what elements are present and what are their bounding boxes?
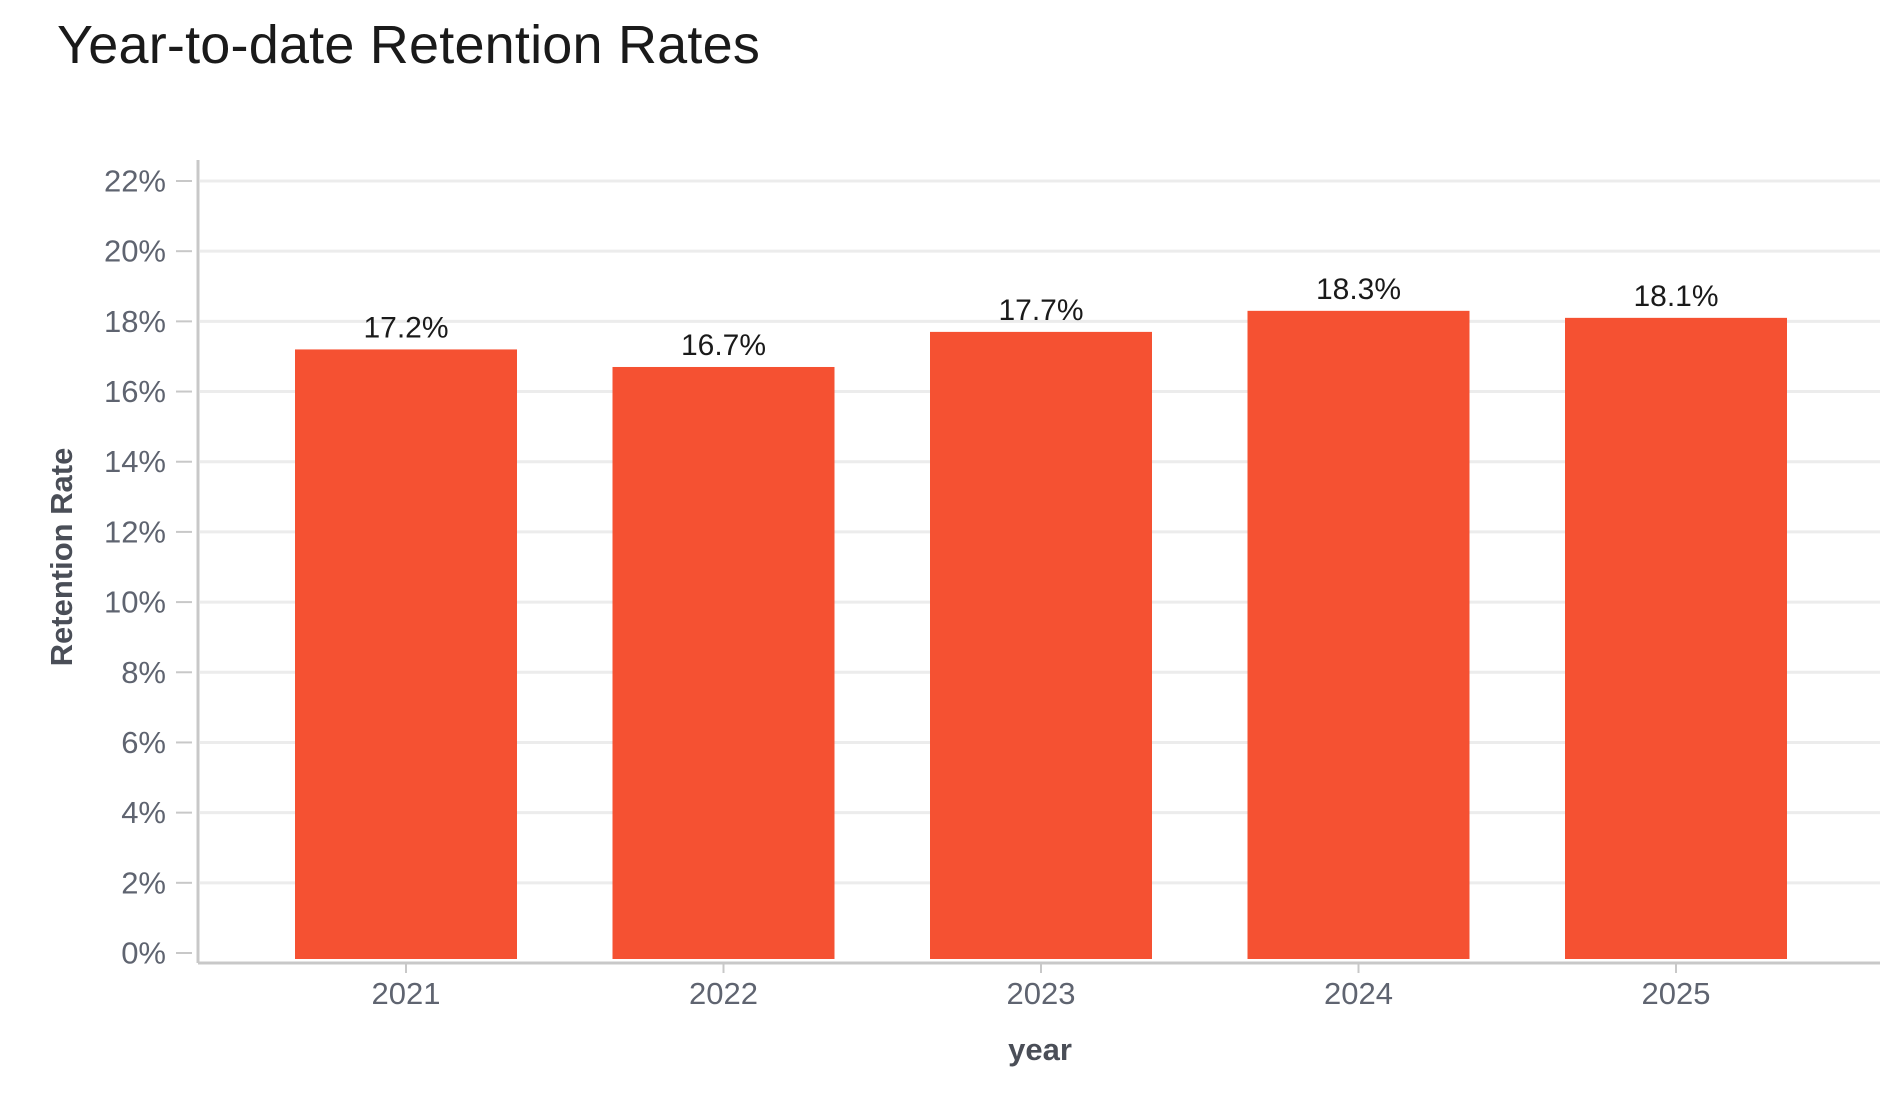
y-tick-label: 12% [104, 514, 166, 549]
bar-2021 [295, 349, 517, 959]
x-tick-label: 2021 [372, 976, 441, 1011]
y-axis-title: Retention Rate [44, 448, 79, 667]
bar-2023 [930, 331, 1152, 960]
bar-2024 [1247, 310, 1470, 959]
y-tick-label: 20% [104, 234, 166, 269]
bar-value-label: 18.1% [1633, 280, 1718, 313]
y-tick-label: 0% [121, 936, 166, 971]
y-tick-label: 6% [121, 725, 166, 760]
chart-title: Year-to-date Retention Rates [57, 15, 761, 75]
x-axis-title: year [1008, 1032, 1072, 1067]
x-axis-ticks: 2021 2022 2023 2024 2025 [372, 963, 1711, 1011]
x-tick-label: 2022 [689, 976, 758, 1011]
x-tick-label: 2024 [1324, 976, 1393, 1011]
bar-value-label: 16.7% [681, 329, 766, 362]
y-tick-label: 10% [104, 585, 166, 620]
y-axis-ticks: 0% 2% 4% 6% 8% 10% 12% 14% 16% 18% 20% 22% [104, 164, 192, 971]
y-tick-label: 2% [121, 865, 166, 900]
bar-value-label: 17.2% [363, 311, 448, 344]
y-tick-label: 18% [104, 304, 166, 339]
y-tick-label: 16% [104, 374, 166, 409]
bar-value-label: 17.7% [998, 294, 1083, 327]
x-tick-label: 2025 [1642, 976, 1711, 1011]
x-tick-label: 2023 [1007, 976, 1076, 1011]
y-tick-label: 22% [104, 164, 166, 199]
bar-value-labels: 17.2% 16.7% 17.7% 18.3% 18.1% [363, 273, 1718, 362]
bar-2022 [612, 366, 835, 959]
bars [295, 310, 1787, 960]
y-tick-label: 8% [121, 655, 166, 690]
bar-2025 [1565, 317, 1787, 959]
y-tick-label: 14% [104, 444, 166, 479]
bar-value-label: 18.3% [1316, 273, 1401, 306]
axes [196, 160, 1880, 965]
y-tick-label: 4% [121, 795, 166, 830]
